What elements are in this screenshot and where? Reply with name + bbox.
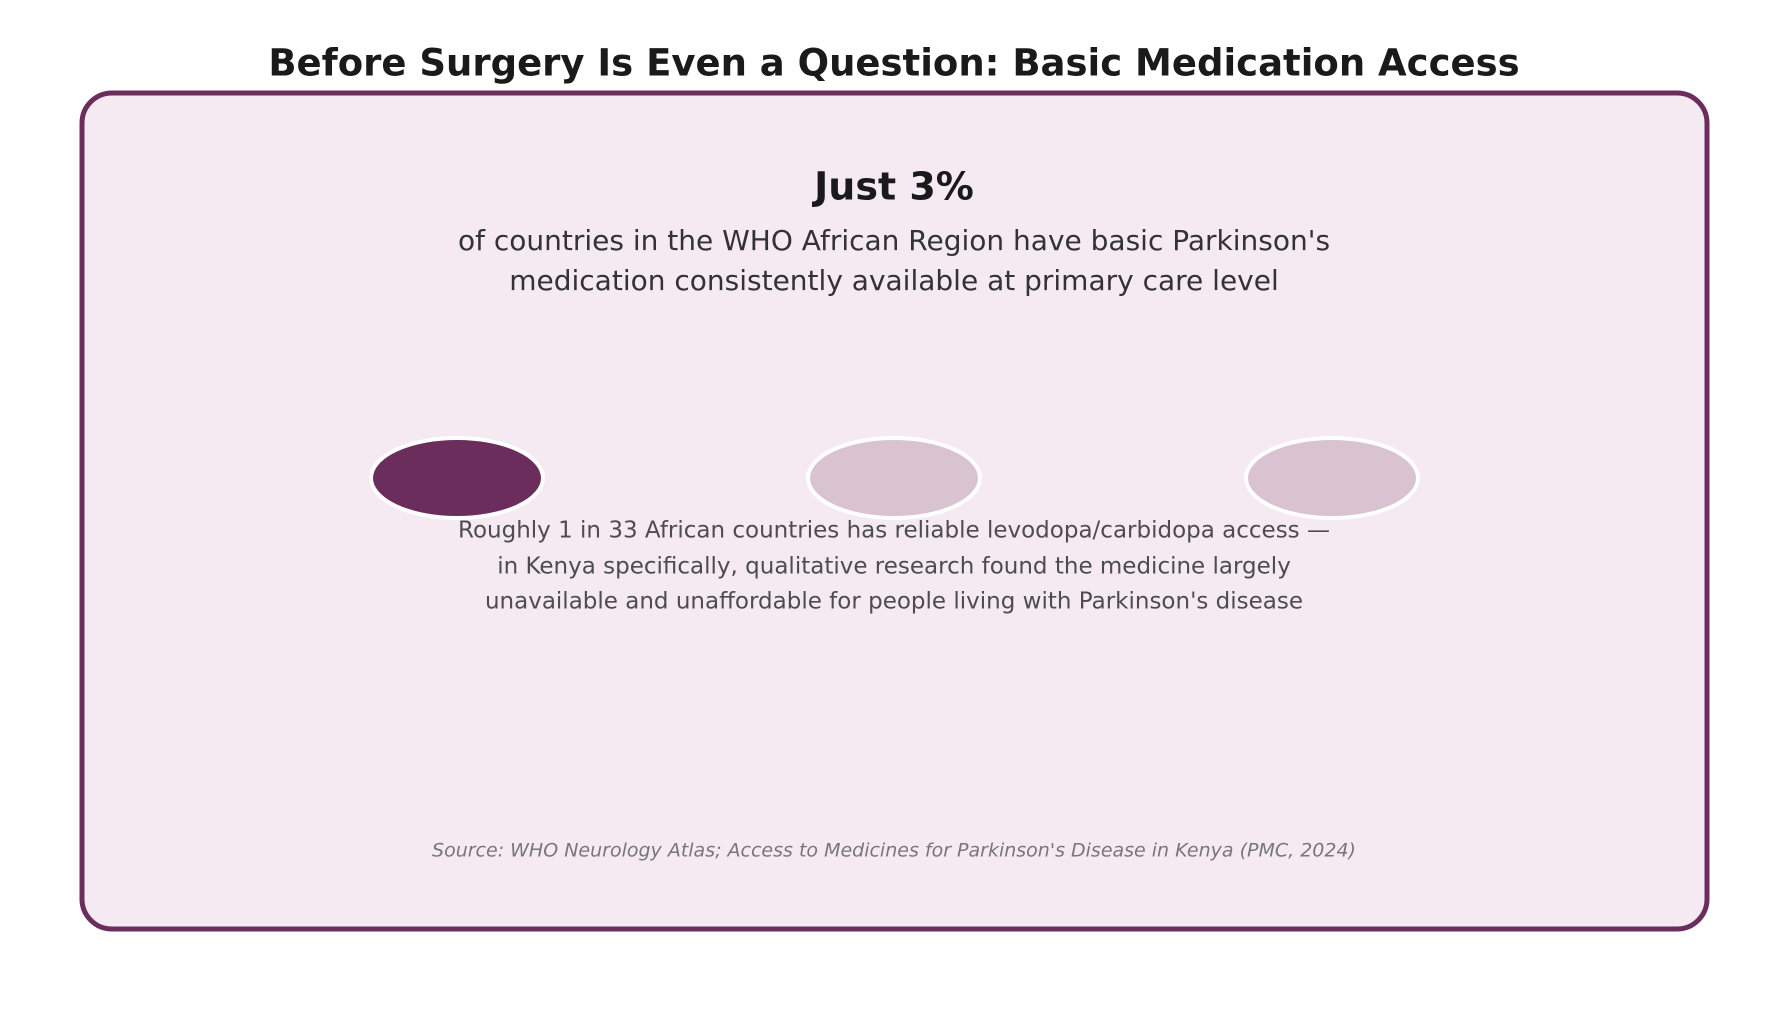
country-icon: [806, 436, 982, 520]
description-line: unavailable and unaffordable for people …: [485, 589, 1303, 615]
subtitle-line: medication consistently available at pri…: [509, 264, 1279, 297]
subtitle-line: of countries in the WHO African Region h…: [458, 224, 1330, 257]
headline: Just 3%: [811, 165, 974, 209]
country-icon: [1244, 436, 1420, 520]
country-icon-filled: [369, 436, 545, 520]
page-title: Before Surgery Is Even a Question: Basic…: [268, 42, 1519, 85]
source-note: Source: WHO Neurology Atlas; Access to M…: [432, 840, 1356, 862]
description-line: Roughly 1 in 33 African countries has re…: [458, 518, 1330, 544]
description-line: in Kenya specifically, qualitative resea…: [497, 554, 1291, 580]
